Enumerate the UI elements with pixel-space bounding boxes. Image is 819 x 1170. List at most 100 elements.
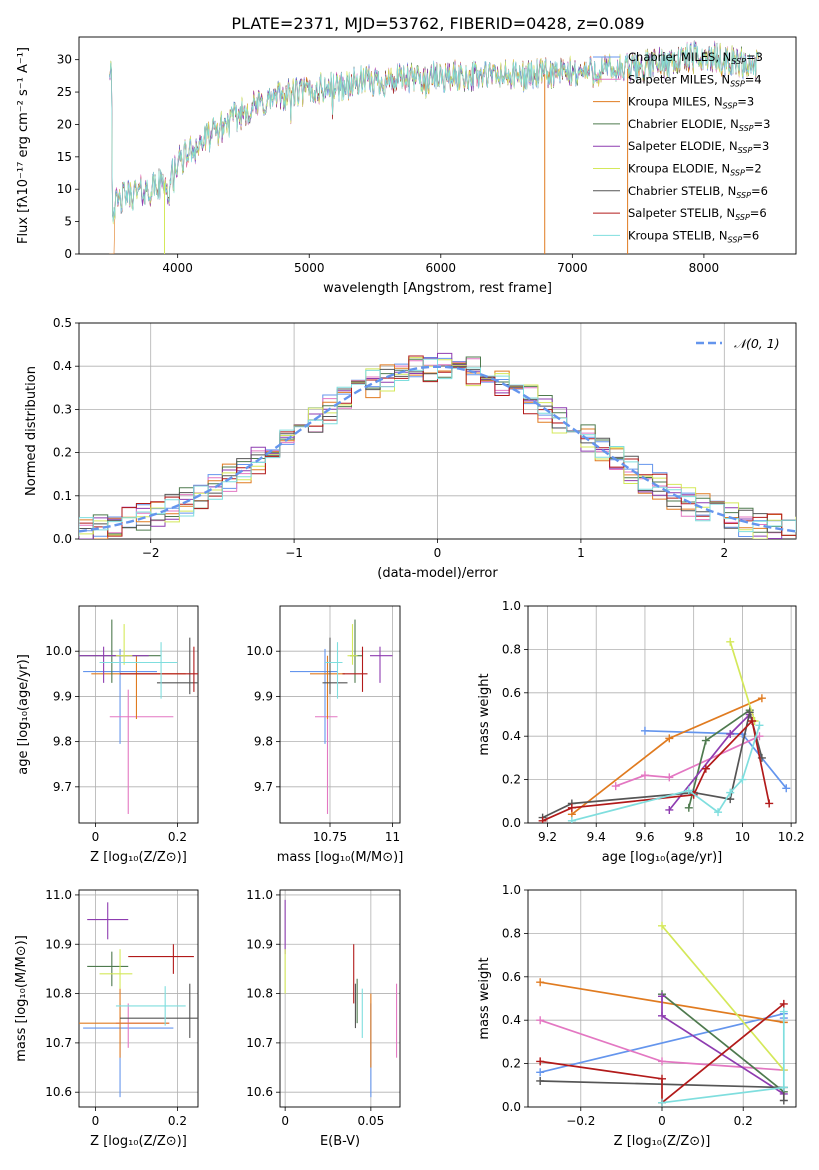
y-tick-label: 30: [57, 53, 72, 67]
legend-label-main: Kroupa STELIB, N: [628, 228, 728, 242]
weight-marker: [714, 808, 723, 817]
y-tick-label: 10.6: [45, 1085, 72, 1099]
x-axis-label: (data-model)/error: [377, 566, 498, 581]
y-tick-label: 10.0: [45, 644, 72, 658]
weight-marker: [782, 784, 791, 793]
x-tick-label: 8000: [689, 261, 720, 275]
y-tick-label: 0.2: [502, 773, 521, 787]
y-tick-label: 10.7: [246, 1036, 273, 1050]
legend-label-main: Salpeter ELODIE, N: [628, 139, 738, 153]
weight-marker: [684, 803, 693, 812]
weight-marker: [658, 1098, 666, 1107]
y-tick-label: 9.7: [53, 780, 72, 794]
residuals-legend: 𝒩(0, 1): [696, 336, 780, 351]
panel-spectrum: 4000 5000 6000 7000 8000 0 5 10 15 20 25 30 waveleng…: [16, 36, 797, 296]
y-tick-label: 9.9: [53, 689, 72, 703]
x-axis-label: Z [log₁₀(Z/Z⊙)]: [90, 850, 187, 865]
weight-line: [540, 1003, 785, 1105]
weight-marker: [757, 694, 766, 703]
legend-label-count: =2: [745, 162, 762, 176]
errorbar-kroupa_miles: [310, 655, 345, 720]
legend-label-sub: SSP: [723, 102, 738, 111]
x-axis-label: Z [log₁₀(Z/Z⊙)]: [614, 1134, 711, 1149]
errorbar-kroupa_miles: [91, 655, 186, 720]
legend-label-main: Kroupa ELODIE, N: [628, 162, 730, 176]
weight-marker: [536, 1057, 545, 1066]
legend-label-count: =6: [742, 228, 759, 242]
y-tick-label: 10.9: [246, 937, 273, 951]
ticks: 0 0.2 10.6 10.7 10.8 10.9 11.0: [45, 888, 187, 1128]
x-tick-label: 9.4: [587, 830, 606, 844]
histogram-salpeter_stelib: [79, 355, 796, 538]
plot-frame: [527, 889, 797, 1108]
y-tick-label: 0.6: [502, 970, 521, 984]
x-tick-label: 0: [92, 1114, 100, 1128]
weight-marker: [765, 799, 774, 808]
x-tick-label: 4000: [162, 261, 193, 275]
errorbar-kroupa_stelib: [99, 642, 178, 699]
legend-label: Chabrier MILES, NSSP=3: [628, 50, 763, 66]
x-tick-label: 0: [92, 830, 100, 844]
weight-marker: [538, 816, 547, 823]
y-tick-label: 0.6: [502, 686, 521, 700]
y-axis-label: mass [log₁₀(M/M⊙)]: [14, 935, 29, 1062]
legend-label: Salpeter MILES, NSSP=4: [628, 72, 762, 88]
weight-marker: [701, 764, 710, 773]
x-tick-label: 0.2: [168, 1114, 187, 1128]
x-tick-label: −1: [285, 546, 303, 560]
x-tick-label: 10.2: [778, 830, 805, 844]
reference-gaussian: [79, 365, 796, 533]
weight-lines: [538, 637, 791, 823]
x-tick-label: 9.6: [635, 830, 654, 844]
errorbar-salpeter_elodie: [79, 646, 149, 683]
panel-mass-vs-Z: 0 0.2 10.6 10.7 10.8 10.9 11.0 Z [log₁₀(Z/Z⊙)] m…: [14, 888, 199, 1149]
x-tick-label: −0.2: [566, 1114, 595, 1128]
errorbar-chabrier_stelib: [156, 637, 198, 695]
y-axis-label: Normed distribution: [24, 366, 39, 496]
x-tick-label: 0: [658, 1114, 666, 1128]
panel-age-vs-Z: 0 0.2 9.7 9.8 9.9 10.0 Z [log₁₀(Z/Z⊙)] age [log…: [16, 605, 199, 865]
weight-series-kroupa_elodie: [658, 921, 788, 1075]
y-tick-label: 0.4: [502, 1013, 521, 1027]
ticks: −2 −1 0 1 2 0.0 0.1 0.2 0.3 0.4 0.5: [53, 316, 728, 560]
y-tick-label: 0.0: [502, 1100, 521, 1114]
legend-label: Chabrier STELIB, NSSP=6: [628, 184, 768, 200]
weight-marker: [658, 992, 666, 1001]
weight-marker: [745, 708, 754, 717]
errorbar-salpeter_elodie: [370, 646, 393, 683]
x-axis-label: wavelength [Angstrom, rest frame]: [323, 281, 552, 296]
weight-marker: [779, 1007, 788, 1016]
errorbar-salpeter_stelib: [128, 944, 194, 974]
legend-label-sub: SSP: [730, 79, 745, 88]
errorbar-kroupa_elodie: [115, 624, 133, 665]
weight-marker: [658, 921, 666, 930]
y-axis-label: age [log₁₀(age/yr)]: [16, 654, 31, 775]
x-axis-label: Z [log₁₀(Z/Z⊙)]: [90, 1134, 187, 1149]
plot-frame: [78, 889, 199, 1108]
weight-marker: [726, 637, 735, 646]
weight-marker: [726, 788, 735, 797]
y-tick-label: 15: [57, 150, 72, 164]
y-axis-label: Flux [fλ10⁻¹⁷ erg cm⁻² s⁻¹ A⁻¹]: [16, 47, 31, 244]
errorbars: [79, 619, 198, 814]
legend-label-main: Kroupa MILES, N: [628, 95, 723, 109]
spectrum-line-kroupa_stelib: [109, 41, 760, 223]
y-tick-label: 0: [64, 247, 72, 261]
legend-label: Kroupa ELODIE, NSSP=2: [628, 162, 762, 178]
weight-line: [729, 641, 756, 722]
y-tick-label: 0.4: [502, 729, 521, 743]
y-tick-label: 10.0: [246, 644, 273, 658]
legend-label-sub: SSP: [738, 146, 753, 155]
weight-marker: [536, 1016, 545, 1025]
x-tick-label: 10.75: [313, 830, 347, 844]
x-tick-label: 0.2: [734, 1114, 753, 1128]
plot-frame: [279, 605, 401, 824]
errorbar-kroupa_stelib: [325, 642, 343, 699]
weight-marker: [779, 1096, 788, 1105]
legend-label: Kroupa MILES, NSSP=3: [628, 95, 754, 111]
x-tick-label: 1: [577, 546, 585, 560]
ticks: 0 0.05 10.6 10.7 10.8 10.9 11.0: [246, 888, 384, 1128]
y-tick-label: 10: [57, 182, 72, 196]
ticks: 4000 5000 6000 7000 8000 0 5 10 15 20 25 30: [57, 53, 719, 275]
